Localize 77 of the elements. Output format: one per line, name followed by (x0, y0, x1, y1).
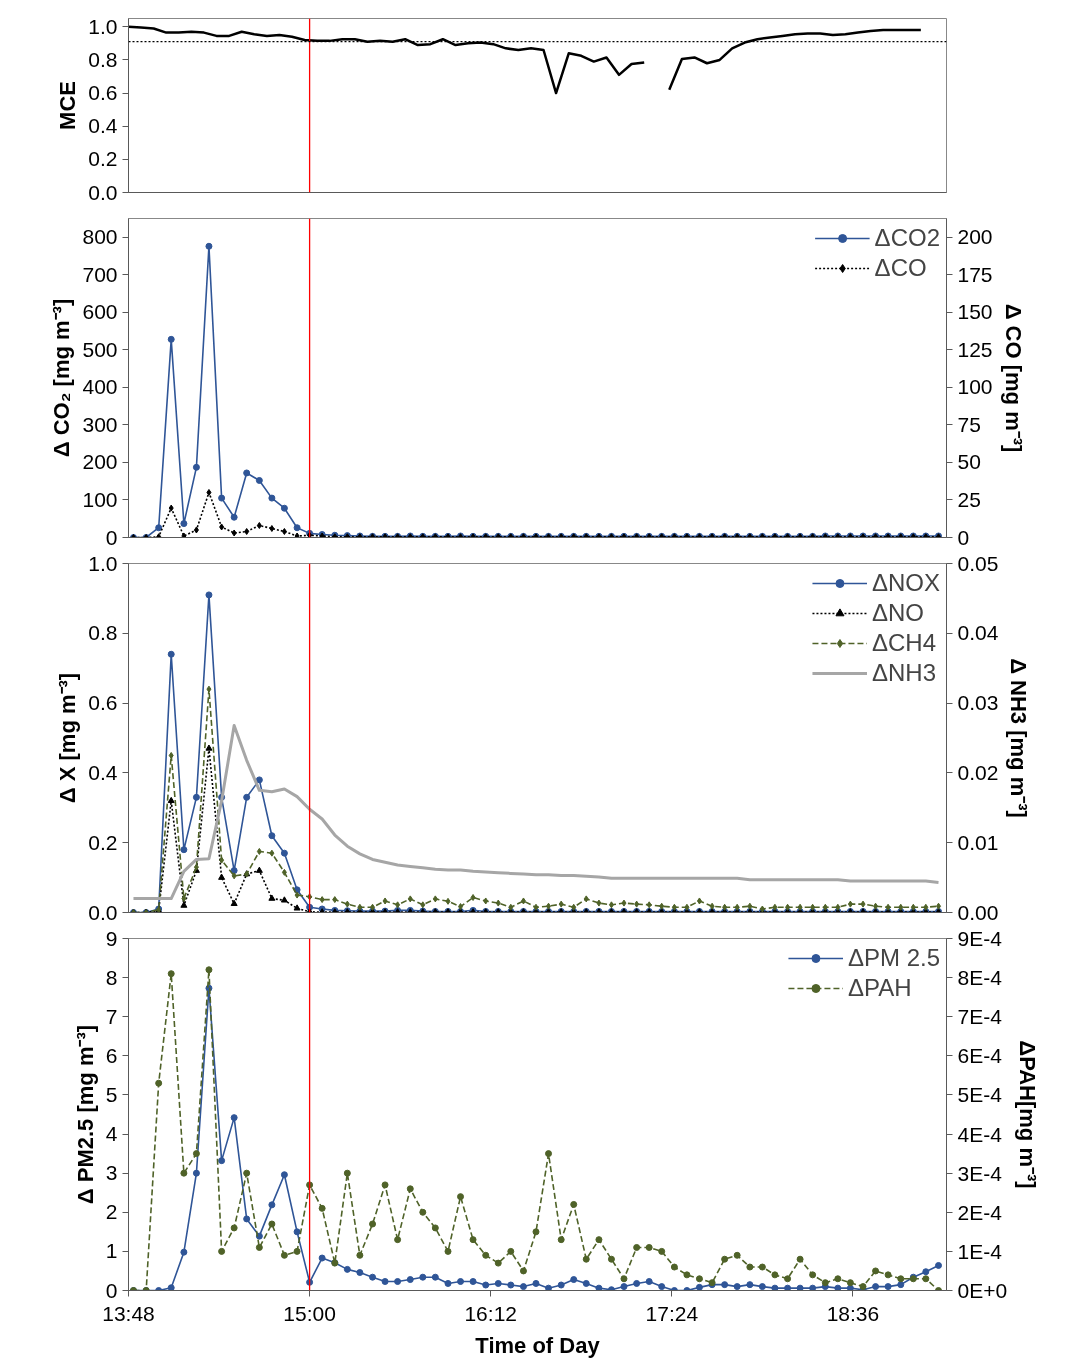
y-tick-label: 0.2 (88, 147, 118, 171)
y-tick-label: 1.0 (88, 551, 118, 575)
y2-tick-label: 0.00 (957, 900, 999, 924)
x-tick-label: 16:12 (464, 1301, 517, 1325)
y2-tick-label: 5E-4 (957, 1083, 1003, 1107)
y-tick-label: 700 (82, 262, 118, 286)
x-tick-label: 18:36 (826, 1301, 880, 1325)
x-tick-label: 17:24 (645, 1301, 699, 1325)
y-axis-title: Δ X [mg m⁻³] (55, 672, 81, 804)
y-tick-label: 4 (105, 1122, 118, 1146)
y-tick-label: 500 (82, 337, 118, 361)
y2-tick-label: 0.03 (957, 691, 999, 715)
y2-tick-label: 2E-4 (957, 1200, 1003, 1224)
legend-label: ΔPM 2.5 (847, 944, 940, 972)
legend-label: ΔCH4 (871, 629, 936, 657)
y-axis-title: Δ PM2.5 [mg m⁻³] (72, 1024, 98, 1205)
y2-tick-label: 200 (957, 225, 993, 249)
y2-tick-label: 0E+0 (957, 1279, 1008, 1302)
legend-label: ΔPAH (847, 974, 912, 1002)
y-tick-label: 600 (82, 300, 118, 324)
y-tick-label: 6 (105, 1043, 118, 1067)
y-tick-label: 2 (105, 1200, 118, 1224)
y-tick-label: 0.6 (88, 691, 118, 715)
legend-label: ΔNH3 (871, 659, 936, 687)
y2-axis-title: ΔPAH[mg m⁻³] (1015, 1040, 1041, 1189)
y-tick-label: 400 (82, 375, 118, 399)
y-tick-label: 1.0 (88, 14, 118, 38)
y-tick-label: 100 (82, 487, 118, 511)
y2-tick-label: 6E-4 (957, 1044, 1003, 1068)
y-tick-label: 0.4 (88, 114, 118, 138)
y2-tick-label: 150 (957, 300, 993, 324)
y2-tick-label: 1E-4 (957, 1239, 1003, 1263)
y2-tick-label: 0.04 (957, 621, 999, 645)
y-tick-label: 300 (82, 412, 118, 436)
y2-tick-label: 0.05 (957, 551, 999, 575)
y2-tick-label: 125 (957, 337, 993, 361)
y-tick-label: 0.8 (88, 621, 118, 645)
x-tick-label: 13:48 (102, 1301, 155, 1325)
y2-tick-label: 9E-4 (957, 927, 1003, 950)
y2-axis-title: Δ CO [mg m⁻³] (1000, 303, 1026, 453)
y-tick-label: 0.8 (88, 47, 118, 71)
y-tick-label: 3 (105, 1161, 118, 1185)
y2-tick-label: 50 (957, 450, 981, 474)
y-tick-label: 9 (105, 926, 118, 950)
y2-tick-label: 175 (957, 262, 993, 286)
legend-label: ΔCO (874, 254, 927, 282)
y2-tick-label: 4E-4 (957, 1122, 1003, 1146)
y2-tick-label: 100 (957, 375, 993, 399)
y2-tick-label: 3E-4 (957, 1161, 1003, 1185)
y2-tick-label: 0.01 (957, 830, 999, 854)
y2-tick-label: 0.02 (957, 760, 999, 784)
y-tick-label: 5 (105, 1082, 118, 1106)
y-tick-label: 200 (82, 450, 118, 474)
y-tick-label: 0 (105, 1278, 118, 1302)
y-tick-label: 0.2 (88, 830, 118, 854)
legend-label: ΔNO (871, 599, 924, 627)
y-tick-label: 0 (105, 525, 118, 549)
y-tick-label: 7 (105, 1004, 118, 1028)
y2-tick-label: 8E-4 (957, 966, 1003, 990)
y-tick-label: 800 (82, 225, 118, 249)
y-axis-title: MCE (55, 81, 81, 130)
y-tick-label: 8 (105, 965, 118, 989)
y-tick-label: 1 (105, 1239, 118, 1263)
y2-tick-label: 0 (957, 525, 970, 549)
y2-tick-label: 7E-4 (957, 1005, 1003, 1029)
y-axis-title: Δ CO₂ [mg m⁻³] (49, 298, 75, 458)
legend-label: ΔNOX (871, 569, 940, 597)
y2-axis-title: Δ NH3 [mg m⁻³] (1006, 658, 1032, 818)
y2-tick-label: 25 (957, 487, 981, 511)
y-tick-label: 0.6 (88, 81, 118, 105)
y-tick-label: 0.4 (88, 760, 118, 784)
y-tick-label: 0.0 (88, 180, 118, 204)
x-tick-label: 15:00 (283, 1301, 336, 1325)
y2-tick-label: 75 (957, 412, 981, 436)
y-tick-label: 0.0 (88, 900, 118, 924)
legend-label: ΔCO2 (874, 224, 940, 252)
x-axis-title: Time of Day (475, 1332, 601, 1358)
